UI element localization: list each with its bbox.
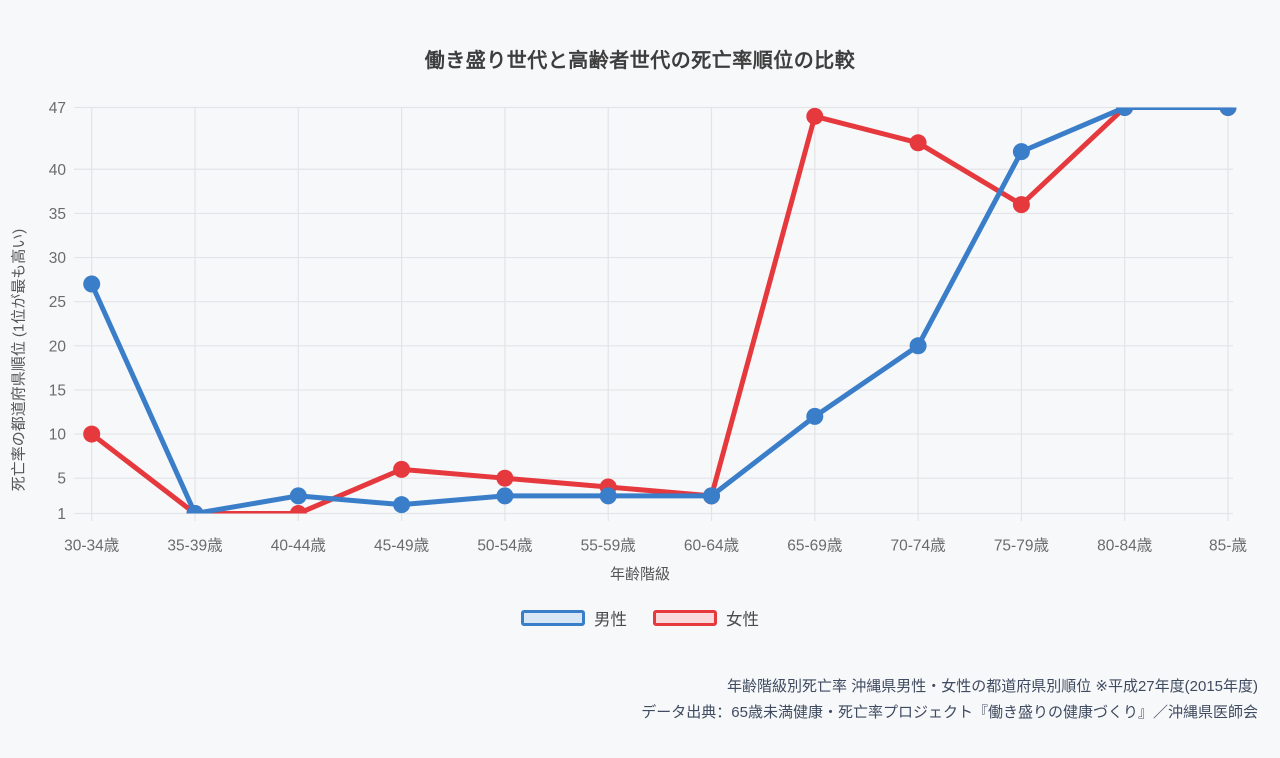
y-tick-label: 25 <box>49 294 66 311</box>
x-tick-label: 60-64歳 <box>684 537 739 555</box>
data-point-male[interactable] <box>1116 99 1134 116</box>
x-tick-label: 40-44歳 <box>271 537 326 555</box>
series-line-male <box>89 107 1231 514</box>
data-point-male[interactable] <box>393 496 411 514</box>
legend-label-female: 女性 <box>726 611 759 629</box>
data-point-male[interactable] <box>599 487 617 505</box>
data-point-male[interactable] <box>806 407 824 425</box>
y-tick-label: 35 <box>49 206 66 223</box>
data-point-male[interactable] <box>186 505 204 522</box>
chart-title: 働き盛り世代と高齢者世代の死亡率順位の比較 <box>424 50 856 72</box>
data-point-female[interactable] <box>909 134 927 152</box>
data-point-male[interactable] <box>909 337 927 355</box>
data-point-male[interactable] <box>289 487 307 505</box>
footer-line-1: 年齢階級別死亡率 沖縄県男性・女性の都道府県別順位 ※平成27年度(2015年度… <box>727 678 1258 695</box>
data-point-male[interactable] <box>83 275 101 293</box>
data-point-female[interactable] <box>289 505 307 522</box>
data-point-male[interactable] <box>703 487 720 505</box>
y-tick-label: 1 <box>57 506 66 523</box>
legend-item-female[interactable]: 女性 <box>653 606 759 630</box>
x-tick-label: 65-69歳 <box>787 537 842 555</box>
data-point-female[interactable] <box>393 460 411 478</box>
series-female <box>83 107 1237 522</box>
data-point-female[interactable] <box>496 469 514 487</box>
legend-item-male[interactable]: 男性 <box>521 606 627 630</box>
y-tick-label: 10 <box>49 427 67 444</box>
data-point-male[interactable] <box>1219 99 1237 116</box>
legend-swatch-female-icon <box>653 610 717 626</box>
y-tick-label: 47 <box>49 100 66 117</box>
x-tick-label: 45-49歳 <box>374 537 429 555</box>
x-tick-label: 30-34歳 <box>64 537 119 555</box>
x-axis-title: 年齢階級 <box>609 566 670 583</box>
x-tick-label: 70-74歳 <box>891 537 946 555</box>
legend-label-male: 男性 <box>594 611 627 629</box>
chart-footer: 年齢階級別死亡率 沖縄県男性・女性の都道府県別順位 ※平成27年度(2015年度… <box>0 674 1258 726</box>
series-male <box>83 99 1237 522</box>
x-tick-label: 75-79歳 <box>994 537 1049 555</box>
y-tick-label: 20 <box>49 338 67 355</box>
data-point-female[interactable] <box>1012 196 1030 214</box>
x-tick-label: 50-54歳 <box>477 537 532 555</box>
x-tick-label: 35-39歳 <box>167 537 222 555</box>
y-tick-label: 30 <box>49 250 67 267</box>
line-chart: 30-34歳 35-39歳 40-44歳 45-49歳 50-54歳 55-59歳 60-6… <box>49 99 1247 555</box>
series-line-female <box>89 107 1231 514</box>
x-tick-label: 80-84歳 <box>1097 537 1152 555</box>
footer-line-2: データ出典：65歳未満健康・死亡率プロジェクト『働き盛りの健康づくり』／沖縄県医… <box>641 704 1258 721</box>
x-tick-label: 85-歳 <box>1209 537 1247 555</box>
legend-swatch-male-icon <box>521 610 585 626</box>
data-point-female[interactable] <box>83 425 101 443</box>
chart-legend: 男性 女性 <box>0 606 1280 630</box>
data-point-male[interactable] <box>496 487 514 505</box>
data-point-male[interactable] <box>1012 143 1030 161</box>
y-tick-label: 40 <box>49 162 67 179</box>
y-tick-label: 15 <box>49 382 66 399</box>
x-tick-label: 55-59歳 <box>581 537 636 555</box>
y-axis-title-text: 死亡率の都道府県順位 (1位が最も高い) <box>10 228 28 492</box>
y-tick-label: 5 <box>57 471 66 488</box>
data-point-female[interactable] <box>806 107 824 125</box>
